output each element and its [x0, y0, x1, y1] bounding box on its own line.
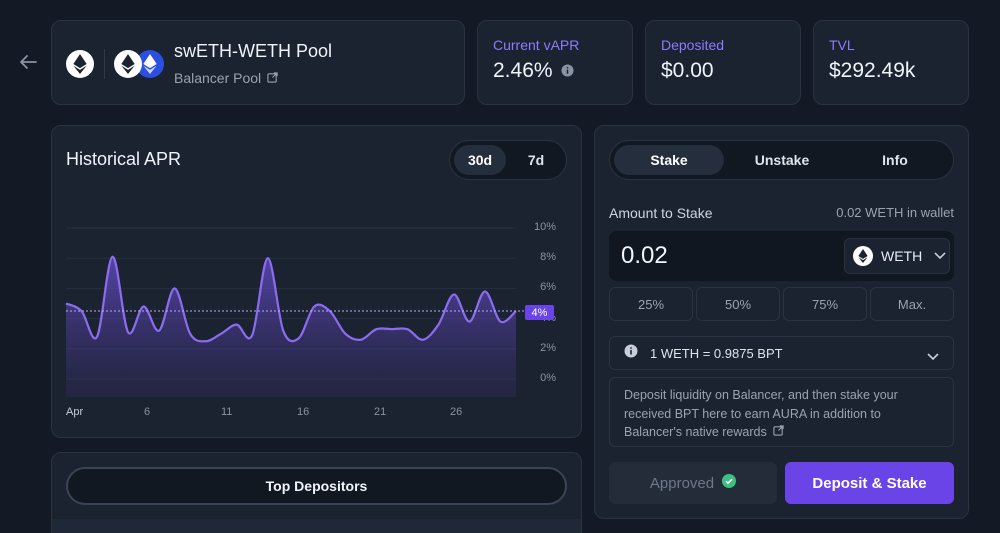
chart-x-tick-label: 11 [221, 406, 233, 418]
pool-subtitle: Balancer Pool [174, 70, 262, 86]
current-vapr-value: 2.46% [493, 59, 553, 82]
deposited-label: Deposited [661, 37, 725, 53]
chart-x-tick-label: 6 [144, 406, 151, 418]
rate-row[interactable]: 1 WETH = 0.9875 BPT [609, 336, 954, 370]
range-7d-button[interactable]: 7d [527, 152, 545, 168]
eth-icon [853, 246, 873, 266]
info-icon[interactable] [561, 59, 574, 83]
deposit-stake-label: Deposit & Stake [812, 474, 927, 492]
pool-header-card: swETH-WETH Pool Balancer Pool [51, 20, 465, 105]
stake-tabs: Stake Unstake Info [609, 140, 954, 180]
percent-75-button[interactable]: 75% [783, 287, 867, 321]
top-depositors-button[interactable]: Top Depositors [66, 467, 567, 505]
chart-x-tick-label: 21 [374, 406, 387, 418]
chevron-down-icon [934, 247, 946, 265]
top-depositors-label: Top Depositors [265, 478, 368, 494]
chart-y-tick-label: 2% [540, 341, 556, 354]
eth-icon [66, 50, 94, 78]
chart-y-tick-label: 8% [540, 251, 556, 264]
chart-y-tick-label: 6% [540, 281, 556, 294]
top-depositors-card: Top Depositors [51, 452, 582, 533]
amount-input-box: WETH [609, 231, 954, 281]
approved-label: Approved [649, 474, 715, 492]
chevron-down-icon [927, 348, 939, 366]
pool-subtitle-link[interactable]: Balancer Pool [174, 70, 278, 86]
eth-icon [114, 50, 142, 78]
chart-y-tick-label: 10% [533, 221, 556, 233]
range-toggle: 30d 7d [449, 140, 567, 180]
token-pair-icons [114, 50, 166, 78]
external-link-icon [267, 70, 278, 86]
info-note-text: Deposit liquidity on Balancer, and then … [624, 388, 898, 439]
rate-text: 1 WETH = 0.9875 BPT [650, 345, 783, 361]
tvl-value: $292.49k [829, 59, 916, 82]
tab-unstake[interactable]: Unstake [754, 152, 810, 168]
wallet-balance: 0.02 WETH in wallet [836, 205, 954, 220]
range-30d-button[interactable]: 30d [454, 145, 506, 175]
token-symbol: WETH [881, 248, 923, 264]
percent-25-button[interactable]: 25% [609, 287, 693, 321]
stake-panel: Stake Unstake Info Amount to Stake 0.02 … [594, 125, 969, 519]
percent-max-button[interactable]: Max. [870, 287, 954, 321]
external-link-icon[interactable] [773, 425, 784, 439]
amount-input[interactable] [621, 239, 801, 273]
depositors-table-header [52, 519, 581, 533]
tvl-label: TVL [829, 37, 855, 53]
token-select[interactable]: WETH [844, 238, 950, 274]
chart-y-tick-label: 0% [540, 372, 556, 384]
chart-x-tick-label: Apr [66, 406, 84, 418]
check-icon [722, 474, 737, 492]
chart-x-tick-label: 16 [297, 406, 310, 418]
tab-stake[interactable]: Stake [614, 145, 724, 175]
back-arrow-icon[interactable] [16, 50, 40, 74]
approved-button[interactable]: Approved [609, 462, 777, 504]
percent-50-button[interactable]: 50% [696, 287, 780, 321]
info-icon [624, 344, 638, 363]
tab-info[interactable]: Info [882, 152, 908, 168]
deposited-card: Deposited $0.00 [645, 20, 801, 105]
current-vapr-label: Current vAPR [493, 37, 580, 53]
amount-label: Amount to Stake [609, 205, 713, 221]
info-note: Deposit liquidity on Balancer, and then … [609, 377, 954, 447]
current-vapr-card: Current vAPR 2.46% [477, 20, 633, 105]
chart-highlight-badge: 4% [525, 305, 554, 320]
current-vapr-value-row: 2.46% [493, 59, 632, 83]
deposited-value: $0.00 [661, 59, 714, 82]
tvl-card: TVL $292.49k [813, 20, 969, 105]
chart-title: Historical APR [66, 149, 182, 169]
deposit-stake-button[interactable]: Deposit & Stake [785, 462, 954, 504]
chart-x-tick-label: 26 [450, 406, 463, 418]
pool-title: swETH-WETH Pool [174, 41, 333, 61]
divider [104, 49, 105, 79]
